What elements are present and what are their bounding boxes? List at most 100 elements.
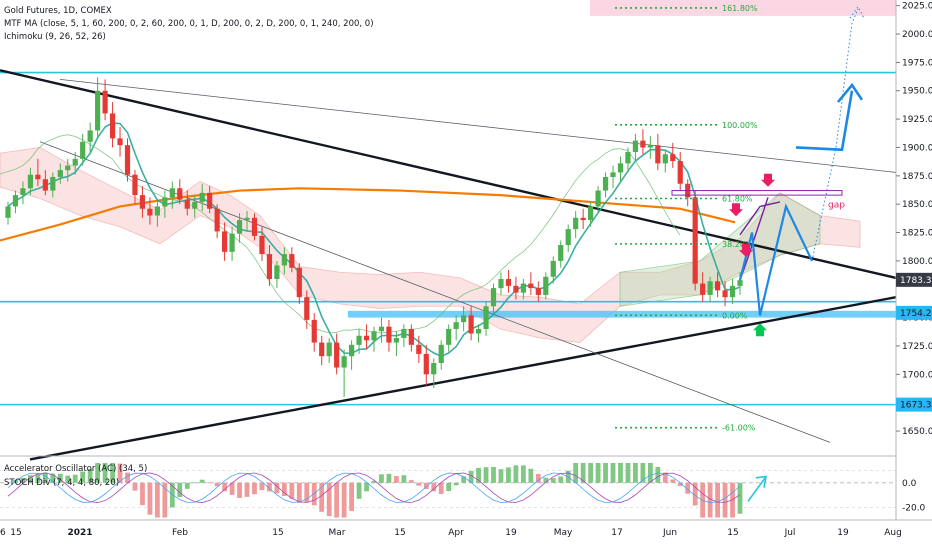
- candle-body: [109, 113, 116, 139]
- up-arrow-icon: [753, 323, 767, 337]
- ac-histogram-bar: [319, 482, 325, 512]
- candle-body: [154, 206, 160, 216]
- y-tick-label: 1850.0: [902, 200, 932, 210]
- candle-body: [341, 356, 347, 368]
- candle-body: [595, 190, 601, 207]
- candle-body: [558, 245, 564, 261]
- candle-body: [117, 138, 123, 146]
- ac-histogram-bar: [147, 482, 153, 515]
- candle-body: [617, 163, 624, 173]
- ac-histogram-bar: [491, 466, 496, 483]
- stoch-div-label: STOCH Div (7, 4, 4, 80, 20): [4, 478, 119, 488]
- candle-body: [438, 344, 444, 363]
- down-arrow-icon: [729, 203, 743, 217]
- candle-body: [214, 208, 220, 232]
- ac-histogram-bar: [349, 482, 354, 511]
- ac-histogram-bar: [588, 462, 594, 483]
- candle-body: [27, 174, 34, 189]
- candle-body: [304, 297, 310, 320]
- candle-body: [371, 331, 377, 341]
- ac-histogram-bar: [177, 482, 183, 498]
- ac-histogram-bar: [117, 463, 123, 483]
- candle-body: [610, 172, 616, 177]
- candle-body: [401, 328, 407, 339]
- price-tag-box: [896, 305, 932, 320]
- candle-body: [475, 328, 482, 334]
- ac-histogram-bar: [625, 462, 631, 483]
- ac-histogram-bar: [125, 472, 130, 483]
- projection-blue-upper: [795, 90, 854, 152]
- ac-histogram-bar: [20, 477, 26, 483]
- ac-histogram-bar: [446, 482, 452, 492]
- candle-body: [356, 335, 362, 345]
- osc-arrowhead: [755, 475, 767, 488]
- ma-200-line: [0, 187, 736, 242]
- candle-body: [483, 306, 489, 329]
- fib-level-label: 0.00%: [722, 311, 748, 320]
- x-tick-label: Feb: [172, 528, 188, 538]
- x-tick-label: 2021: [67, 528, 92, 538]
- fib-level-label: 100.00%: [722, 121, 758, 130]
- candle-body: [543, 276, 549, 295]
- ac-histogram-bar: [640, 462, 646, 483]
- x-tick-label: 17: [611, 528, 622, 538]
- y-tick-label: 1900.0: [902, 143, 932, 153]
- ac-histogram-bar: [237, 482, 242, 498]
- candle-body: [326, 342, 332, 357]
- overlay-drawings: 161.80% 100.00% 61.80% 38.20% 0.00% -61.00% ga…: [615, 4, 865, 433]
- candle-body: [662, 154, 668, 164]
- y-tick-label: 1725.0: [902, 342, 932, 352]
- y-tick-label: 1875.0: [902, 172, 932, 182]
- ac-histogram-bar: [289, 482, 295, 499]
- candle-body: [729, 285, 736, 298]
- x-tick-label: 19: [837, 528, 849, 538]
- ac-histogram-bar: [35, 474, 41, 483]
- y-tick-label: 2025.0: [902, 2, 932, 12]
- upper-channel-line: [59, 79, 897, 173]
- candle-body: [505, 279, 512, 286]
- ac-histogram-bar: [573, 462, 579, 483]
- candle-body: [236, 220, 243, 234]
- ac-histogram-bar: [461, 476, 467, 483]
- price-axis[interactable]: 2025.0 2000.0 1975.0 1950.0 1925.0 1900.0 1875…: [895, 0, 932, 550]
- y-tick-label: 1950.0: [902, 87, 932, 97]
- candle-body: [35, 174, 41, 180]
- candle-body: [647, 145, 653, 148]
- ac-histogram-bar: [57, 473, 63, 483]
- ac-histogram-bar: [722, 482, 728, 518]
- candle-body: [386, 326, 392, 343]
- ac-histogram-bar: [498, 469, 504, 483]
- candle-body: [281, 254, 287, 266]
- candle-body: [737, 280, 743, 286]
- ac-histogram-bar: [655, 466, 661, 483]
- ac-histogram-bar: [394, 476, 399, 483]
- kumo-cloud: [0, 147, 861, 343]
- candle-body: [602, 176, 609, 191]
- x-tick-label: 19: [505, 528, 517, 538]
- ac-histogram-bar: [102, 462, 108, 483]
- candle-body: [5, 206, 11, 218]
- ac-histogram-bar: [274, 482, 280, 494]
- x-tick-label: 16: [0, 528, 6, 538]
- candle-body: [274, 265, 280, 280]
- time-axis[interactable]: 15 2021 Feb 15 Mar 15 Apr 19 May 17 Jun 15 Jul 19 Aug 1…: [0, 519, 932, 538]
- ac-histogram-bar: [311, 482, 317, 506]
- ac-histogram-bar: [543, 477, 549, 483]
- candle-body: [453, 322, 459, 329]
- candle-body: [199, 192, 205, 202]
- price-tag-label: 1673.3: [900, 401, 932, 411]
- ac-histogram-bar: [296, 482, 302, 503]
- accelerator-oscillator-label: Accelerator Oscillator (AC) (34, 5): [4, 464, 147, 474]
- candle-body: [289, 254, 295, 268]
- ac-histogram-bar: [252, 482, 257, 495]
- candle-body: [169, 188, 175, 198]
- candle-body: [42, 179, 48, 191]
- trend-lines: [0, 69, 897, 461]
- candle-body: [87, 130, 93, 142]
- grid: [590, 0, 896, 16]
- candle-body: [573, 217, 579, 230]
- candle-body: [625, 152, 631, 164]
- ac-histogram-bar: [520, 465, 526, 483]
- candle-body: [132, 174, 138, 196]
